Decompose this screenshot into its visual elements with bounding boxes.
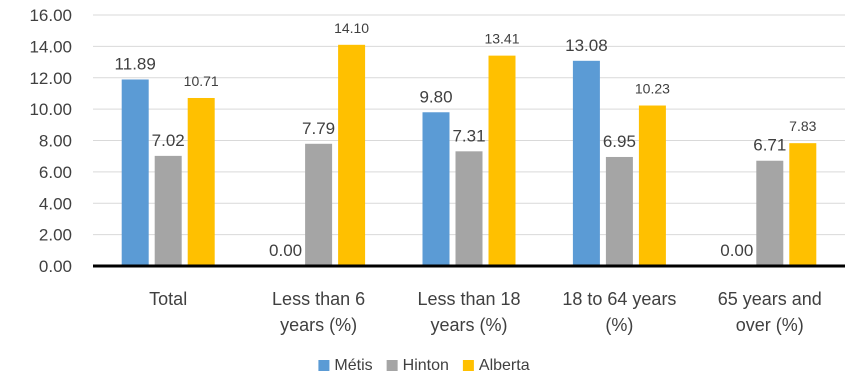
y-tick-label: 2.00	[39, 226, 72, 245]
x-category-label: years (%)	[430, 315, 507, 335]
legend-swatch-hinton	[386, 360, 398, 371]
data-label: 10.71	[184, 73, 219, 89]
y-tick-label: 8.00	[39, 132, 72, 151]
legend-swatch-alberta	[462, 360, 474, 371]
bar-alberta	[338, 44, 366, 267]
data-labels: 11.89 7.02 10.71 0.00 7.79 14.10 9.80 7.31 13.41…	[115, 20, 817, 260]
data-label: 6.71	[753, 136, 786, 155]
data-label: 0.00	[269, 241, 302, 260]
legend-label-alberta: Alberta	[479, 357, 530, 374]
data-label: 7.02	[152, 131, 185, 150]
y-tick-label: 6.00	[39, 163, 72, 182]
legend-swatch-m-tis	[318, 360, 330, 371]
data-label: 6.95	[603, 132, 636, 151]
data-label: 13.41	[484, 31, 519, 47]
data-label: 7.79	[302, 119, 335, 138]
data-label: 0.00	[720, 241, 753, 260]
x-category-label: 18 to 64 years	[562, 289, 676, 309]
legend-label-m-tis: Métis	[334, 357, 372, 374]
y-tick-label: 16.00	[29, 6, 72, 25]
bar-alberta	[187, 97, 215, 266]
legend-label-hinton: Hinton	[403, 357, 449, 374]
bar-m-tis	[572, 60, 600, 267]
data-label: 14.10	[334, 20, 369, 36]
bar-alberta	[638, 105, 666, 266]
y-tick-label: 12.00	[29, 69, 72, 88]
bar-hinton	[756, 160, 784, 266]
bar-m-tis	[121, 79, 149, 267]
bars	[121, 44, 817, 267]
x-category-label: Less than 6	[272, 289, 365, 309]
x-category-label: (%)	[605, 315, 633, 335]
legend: Métis Hinton Alberta	[318, 357, 530, 374]
x-category-label: Less than 18	[417, 289, 520, 309]
bar-hinton	[154, 155, 182, 266]
bar-alberta	[488, 55, 516, 266]
data-label: 13.08	[565, 36, 608, 55]
data-label: 11.89	[115, 54, 156, 73]
data-label: 7.83	[789, 118, 816, 134]
y-tick-label: 10.00	[29, 100, 72, 119]
data-label: 9.80	[419, 87, 452, 106]
bar-m-tis	[422, 112, 450, 266]
x-category-label: over (%)	[736, 315, 804, 335]
x-category-label: years (%)	[280, 315, 357, 335]
bar-hinton	[605, 156, 633, 266]
bar-alberta	[789, 143, 817, 266]
bar-hinton	[305, 143, 333, 266]
x-axis-category-labels: Total Less than 6 years (%) Less than 18 yea…	[149, 289, 822, 335]
y-axis-tick-labels: 0.00 2.00 4.00 6.00 8.00 10.00 12.00 14.00 16.00	[29, 6, 72, 276]
data-label: 10.23	[635, 81, 670, 97]
x-category-label: 65 years and	[718, 289, 822, 309]
y-tick-label: 4.00	[39, 194, 72, 213]
x-category-label: Total	[149, 289, 187, 309]
y-tick-label: 0.00	[39, 257, 72, 276]
y-tick-label: 14.00	[29, 37, 72, 56]
bar-hinton	[455, 151, 483, 266]
data-label: 7.31	[452, 126, 485, 145]
